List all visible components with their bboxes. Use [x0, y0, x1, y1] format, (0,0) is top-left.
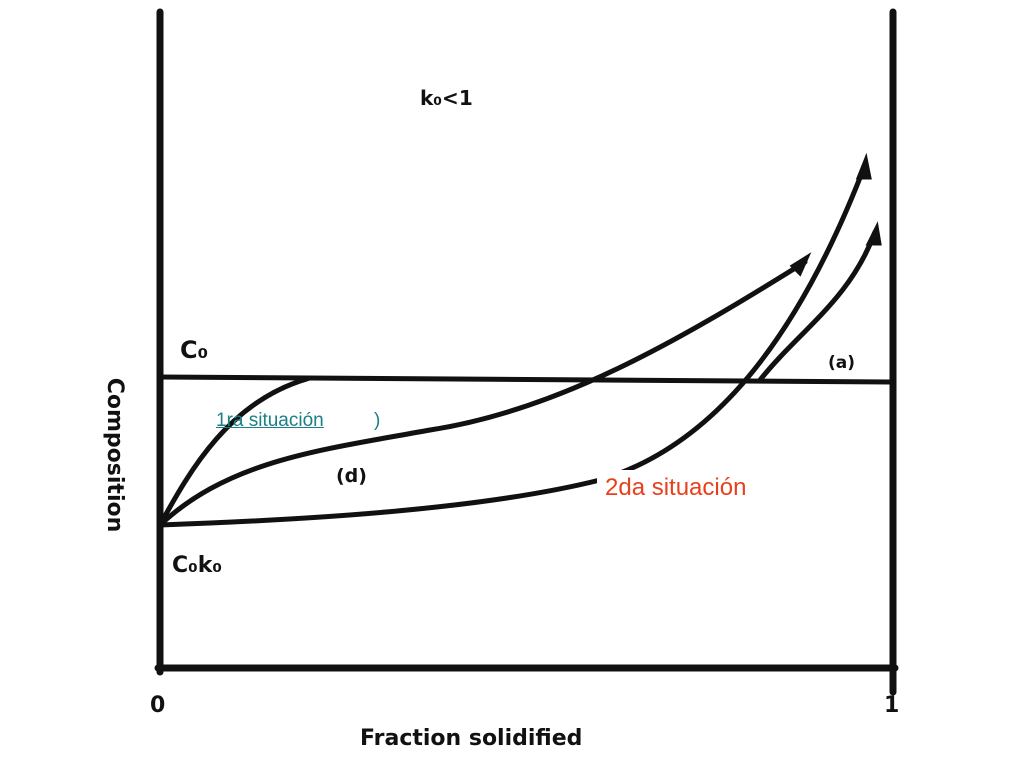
curve-d-label: (d) — [336, 465, 367, 487]
x-end-label: 1 — [884, 693, 899, 718]
curve-a — [757, 229, 878, 383]
annotation-link[interactable]: 1ra situación — [216, 410, 324, 431]
ratio-label: k₀<1 — [420, 86, 473, 110]
annotation: 2da situación — [597, 470, 755, 506]
x-start-label: 0 — [150, 693, 165, 718]
arrow-head — [789, 252, 812, 277]
arrow-head — [855, 152, 872, 180]
c0-label: C₀ — [180, 336, 208, 364]
arrow-head — [865, 221, 882, 246]
x-axis-label: Fraction solidified — [360, 726, 582, 751]
annotation-suffix: ) — [374, 410, 381, 431]
c0k0-label: C₀k₀ — [172, 553, 222, 578]
steep-curve — [157, 375, 313, 528]
c0-line — [157, 374, 896, 385]
curve-d — [157, 259, 808, 528]
y-axis-label: Composition — [102, 378, 127, 533]
curve-a-label: (a) — [828, 353, 855, 373]
curve-lower — [157, 162, 868, 528]
